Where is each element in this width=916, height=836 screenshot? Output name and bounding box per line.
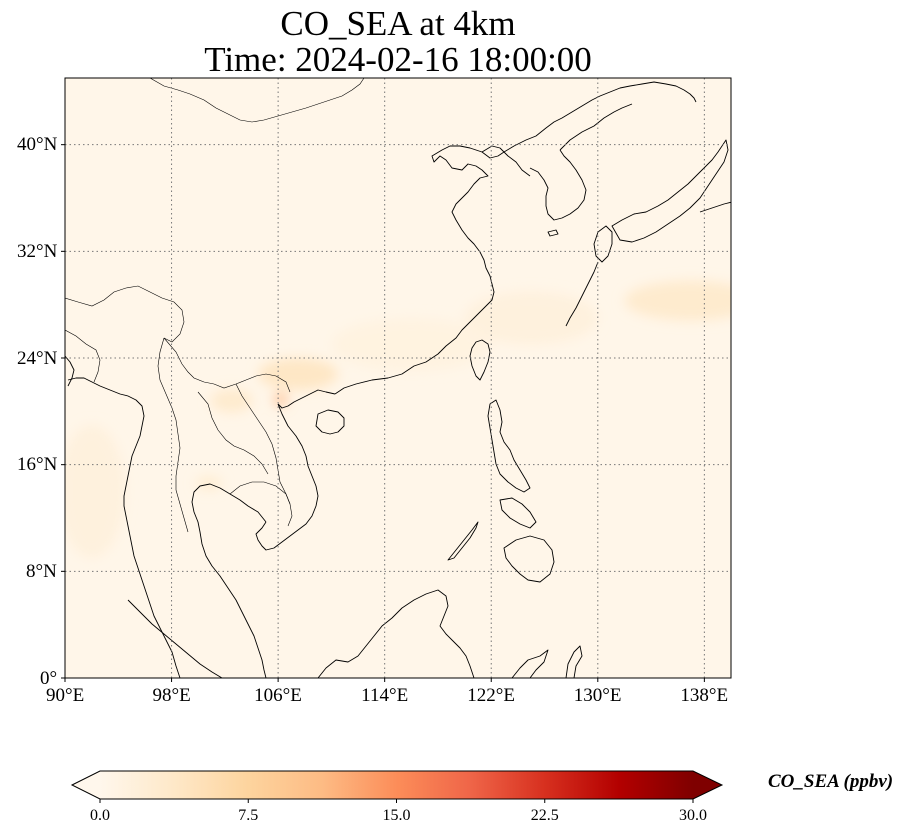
concentration-plume-3 bbox=[195, 476, 223, 491]
map-plot-area bbox=[65, 78, 731, 678]
colorbar-tick-marks bbox=[99, 799, 694, 803]
coastline-ryukyu bbox=[565, 261, 599, 327]
concentration-plume-7 bbox=[331, 318, 492, 372]
colorbar-label: CO_SEA (ppbv) bbox=[768, 771, 894, 792]
colorbar-extend-min bbox=[72, 771, 100, 799]
coastline-visayas bbox=[499, 497, 537, 529]
coastline-tonkin bbox=[277, 389, 336, 409]
coastline-andaman bbox=[67, 377, 181, 678]
coastline-honshu bbox=[611, 139, 729, 243]
lat-tick-label: 0° bbox=[40, 667, 58, 689]
axis-tick-marks bbox=[61, 144, 705, 682]
coastline-liaodong bbox=[481, 145, 531, 177]
border-cambodia bbox=[229, 481, 293, 527]
coastline-thailand-malaya bbox=[191, 483, 267, 678]
lat-tick-label: 40°N bbox=[17, 134, 58, 156]
map-title: CO_SEA at 4km bbox=[280, 4, 516, 43]
map-subtitle-time: Time: 2024-02-16 18:00:00 bbox=[204, 40, 592, 79]
coastline-palawan bbox=[447, 521, 479, 561]
lon-tick-label: 130°E bbox=[573, 685, 622, 706]
coastline-china-mainland bbox=[334, 81, 697, 395]
coastline-vietnam bbox=[255, 403, 319, 551]
concentration-plume-6 bbox=[65, 424, 125, 558]
coastline-korea bbox=[529, 149, 587, 221]
concentration-plume-4 bbox=[624, 280, 731, 321]
colorbar-tick-label: 22.5 bbox=[530, 807, 559, 824]
border-bangladesh bbox=[65, 329, 101, 383]
lon-tick-label: 138°E bbox=[680, 685, 729, 706]
lat-tick-label: 16°N bbox=[17, 454, 58, 476]
colorbar bbox=[70, 770, 724, 803]
border-india-myanmar bbox=[65, 285, 185, 343]
gridlines bbox=[65, 78, 731, 678]
coastline-kanto bbox=[699, 201, 731, 213]
border-thailand-laos bbox=[197, 391, 269, 475]
lat-tick-label: 24°N bbox=[17, 347, 58, 369]
coastlines bbox=[65, 81, 731, 678]
coastline-kyushu bbox=[593, 225, 613, 263]
colorbar-tick-label: 0.0 bbox=[90, 807, 110, 824]
country-borders bbox=[65, 78, 365, 533]
coastline-luzon bbox=[487, 399, 531, 493]
coastline-bengal bbox=[65, 355, 75, 387]
lat-tick-label: 8°N bbox=[26, 560, 57, 582]
coastline-halmahera bbox=[565, 645, 583, 678]
coastline-sumatra bbox=[127, 599, 223, 678]
coastline-sulawesi bbox=[511, 649, 549, 678]
coastline-jeju bbox=[547, 229, 559, 237]
coastline-mindanao bbox=[503, 535, 555, 583]
lon-tick-label: 122°E bbox=[467, 685, 515, 706]
concentration-plume-1 bbox=[210, 388, 253, 413]
concentration-plume-0 bbox=[258, 358, 339, 390]
colorbar-tick-label: 30.0 bbox=[679, 807, 707, 824]
colorbar-tick-label: 15.0 bbox=[382, 807, 411, 824]
concentration-field-background bbox=[65, 78, 731, 678]
concentration-plume-5 bbox=[464, 291, 598, 345]
colorbar-extend-max bbox=[693, 771, 722, 799]
border-myanmar-laos bbox=[163, 337, 291, 393]
lon-tick-label: 90°E bbox=[46, 685, 85, 706]
border-mongolia-china bbox=[149, 78, 365, 123]
lon-tick-label: 106°E bbox=[254, 685, 302, 706]
colorbar-body bbox=[100, 771, 693, 799]
coastline-taiwan bbox=[469, 339, 491, 381]
colorbar-tick-label: 7.5 bbox=[238, 807, 259, 824]
lat-tick-label: 32°N bbox=[17, 240, 58, 262]
lon-tick-label: 98°E bbox=[152, 685, 191, 706]
map-frame bbox=[64, 77, 732, 679]
coastline-borneo bbox=[317, 589, 475, 678]
border-thailand-myanmar bbox=[157, 337, 189, 533]
border-laos-vietnam bbox=[235, 383, 291, 505]
coastline-hainan bbox=[315, 409, 345, 435]
coastline-primorye bbox=[559, 103, 633, 151]
lon-tick-label: 114°E bbox=[361, 685, 409, 706]
concentration-plume-2 bbox=[274, 392, 288, 407]
